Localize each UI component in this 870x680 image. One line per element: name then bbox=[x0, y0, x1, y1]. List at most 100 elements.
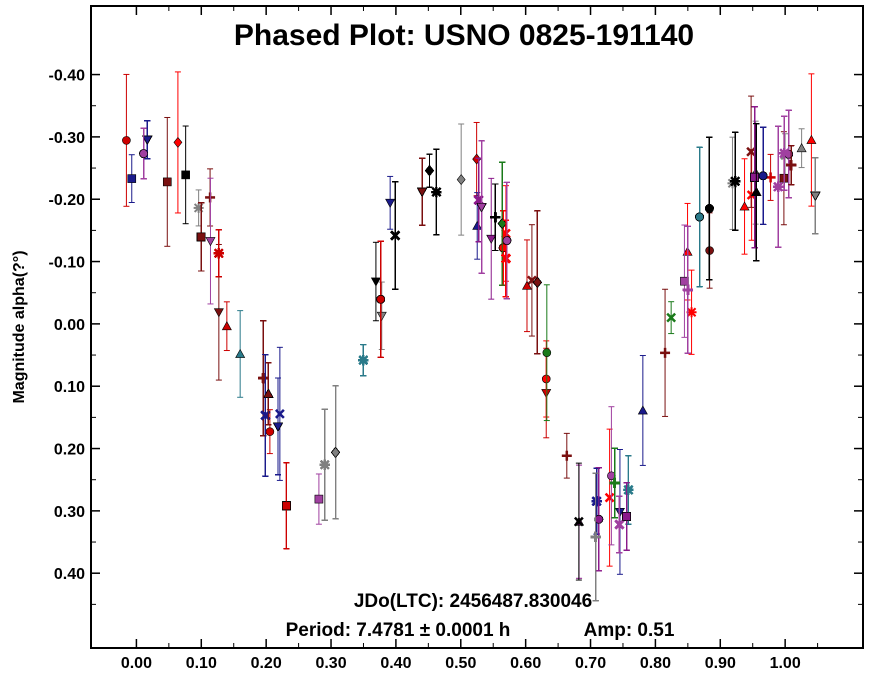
data-point bbox=[527, 224, 537, 337]
y-tick-label: -0.10 bbox=[49, 255, 86, 272]
data-point bbox=[122, 73, 131, 207]
data-point bbox=[695, 146, 704, 288]
data-point bbox=[417, 157, 428, 226]
data-point bbox=[265, 409, 275, 455]
x-tick-label: 0.20 bbox=[251, 655, 282, 672]
data-point bbox=[497, 161, 507, 286]
data-point bbox=[561, 432, 572, 479]
jd-annotation: JDo(LTC): 2456487.830046 bbox=[354, 591, 592, 612]
data-point bbox=[501, 219, 511, 298]
data-point bbox=[502, 181, 512, 300]
x-tick-label: 1.00 bbox=[770, 655, 801, 672]
data-point bbox=[221, 301, 232, 352]
data-point bbox=[358, 344, 369, 377]
data-point bbox=[162, 116, 172, 247]
data-point bbox=[314, 473, 324, 525]
data-point bbox=[594, 467, 604, 572]
data-point bbox=[213, 229, 224, 278]
data-point bbox=[705, 136, 714, 281]
data-point bbox=[796, 128, 807, 169]
data-point bbox=[786, 145, 797, 186]
data-point bbox=[425, 153, 434, 188]
data-point bbox=[385, 175, 396, 230]
data-point bbox=[376, 240, 386, 358]
data-point bbox=[806, 73, 817, 207]
data-point bbox=[609, 447, 620, 519]
data-point bbox=[746, 95, 756, 208]
data-point bbox=[282, 462, 291, 550]
x-tick-label: 0.40 bbox=[380, 655, 411, 672]
data-point bbox=[590, 472, 601, 602]
x-tick-label: 0.00 bbox=[121, 655, 152, 672]
y-tick-label: -0.40 bbox=[49, 68, 86, 85]
data-point bbox=[139, 127, 148, 180]
y-tick-label: 0.40 bbox=[54, 566, 85, 583]
x-tick-label: 0.60 bbox=[510, 655, 541, 672]
data-point bbox=[473, 157, 484, 243]
data-point bbox=[604, 428, 615, 567]
data-point bbox=[682, 225, 693, 354]
amplitude-annotation: Amp: 0.51 bbox=[584, 620, 675, 641]
data-point bbox=[622, 482, 631, 551]
data-point bbox=[331, 385, 340, 520]
data-point bbox=[573, 462, 584, 581]
data-points-layer bbox=[122, 71, 821, 602]
data-point bbox=[476, 140, 487, 274]
data-point bbox=[390, 181, 401, 290]
y-tick-label: 0.30 bbox=[54, 504, 85, 521]
data-point bbox=[680, 224, 689, 338]
data-point bbox=[235, 310, 246, 398]
x-tick-label: 0.10 bbox=[186, 655, 217, 672]
y-axis-label: Magnitude alpha(?°) bbox=[11, 250, 28, 403]
y-tick-label: 0.10 bbox=[54, 379, 85, 396]
x-tick-label: 0.30 bbox=[315, 655, 346, 672]
data-point bbox=[765, 153, 776, 201]
data-point bbox=[533, 210, 542, 355]
x-tick-label: 0.70 bbox=[575, 655, 606, 672]
data-point bbox=[274, 346, 285, 481]
data-point bbox=[205, 177, 216, 305]
data-point bbox=[181, 125, 190, 225]
data-point bbox=[614, 495, 625, 554]
data-point bbox=[456, 123, 466, 236]
data-point bbox=[376, 281, 387, 351]
data-point bbox=[486, 177, 497, 300]
data-point bbox=[730, 131, 741, 231]
x-tick-label: 0.50 bbox=[445, 655, 476, 672]
data-point bbox=[637, 355, 648, 466]
data-point bbox=[542, 284, 552, 422]
data-point bbox=[739, 158, 750, 255]
data-point bbox=[173, 71, 183, 214]
data-point bbox=[431, 148, 442, 236]
data-point bbox=[758, 126, 768, 225]
data-point bbox=[751, 123, 762, 262]
data-point bbox=[263, 362, 274, 426]
data-point bbox=[319, 408, 330, 521]
data-point bbox=[810, 157, 821, 235]
axis-ticks-layer: 0.00 0.10 0.20 0.30 0.40 0.50 0.60 0.70 0.80 0.90… bbox=[49, 6, 863, 672]
data-point bbox=[521, 239, 532, 333]
data-point bbox=[773, 125, 784, 248]
data-point bbox=[614, 449, 625, 575]
data-point bbox=[273, 377, 284, 476]
data-point bbox=[660, 288, 671, 417]
x-tick-label: 0.90 bbox=[705, 655, 736, 672]
plot-frame bbox=[90, 5, 864, 649]
data-point bbox=[779, 115, 790, 191]
y-tick-label: -0.20 bbox=[49, 192, 86, 209]
data-point bbox=[196, 202, 206, 272]
period-annotation: Period: 7.4781 ± 0.0001 h bbox=[286, 620, 511, 641]
data-point bbox=[370, 241, 381, 322]
x-tick-label: 0.80 bbox=[640, 655, 671, 672]
y-tick-label: 0.20 bbox=[54, 442, 85, 459]
data-point bbox=[127, 154, 137, 203]
data-point bbox=[490, 183, 501, 252]
data-point bbox=[686, 269, 697, 355]
data-point bbox=[666, 301, 677, 335]
y-tick-label: -0.30 bbox=[49, 130, 86, 147]
data-point bbox=[607, 406, 616, 546]
chart-title: Phased Plot: USNO 0825-191140 bbox=[234, 19, 694, 52]
y-tick-label: 0.00 bbox=[54, 317, 85, 334]
